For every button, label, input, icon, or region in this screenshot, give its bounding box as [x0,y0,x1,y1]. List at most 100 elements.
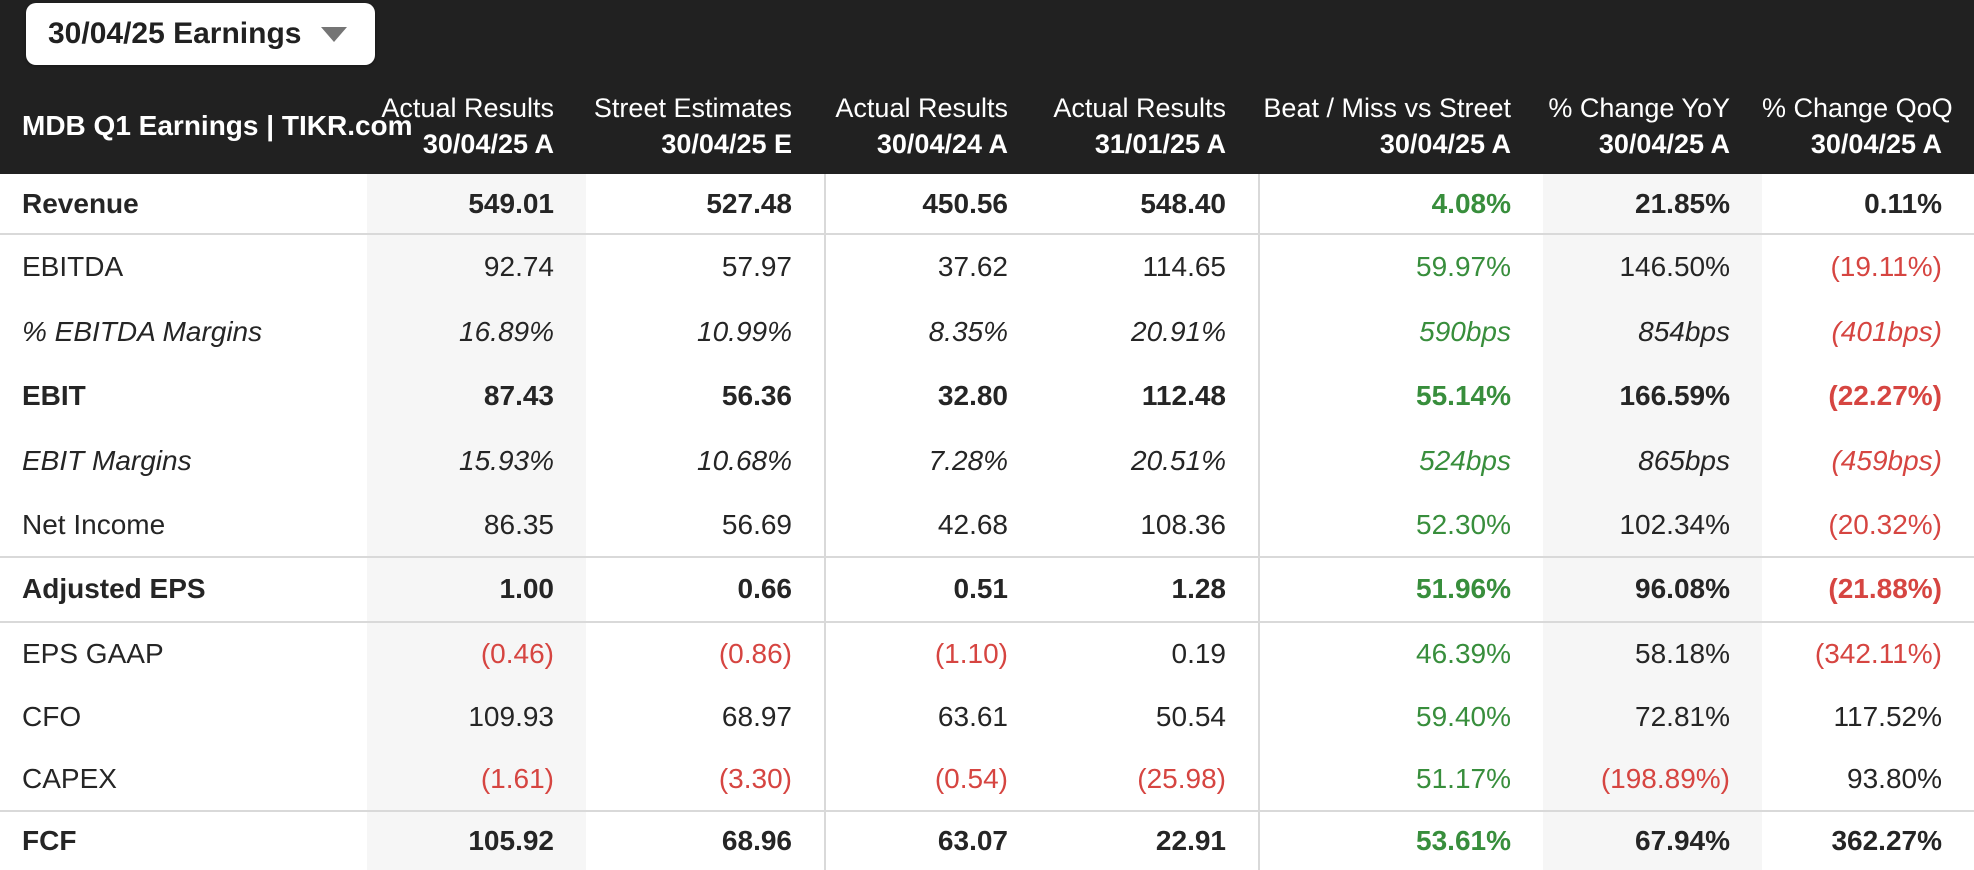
row-label: Adjusted EPS [22,573,206,605]
table-cell: 55.14% [1258,364,1543,429]
column-header-line2: 31/01/25 A [1094,129,1226,159]
table-cell: 108.36 [1140,508,1226,540]
row-label: FCF [22,824,77,856]
row-label: CFO [22,701,82,733]
table-cell: 96.08% [1543,557,1762,621]
column-header-line2: 30/04/25 A [422,129,554,159]
table-cell: (3.30) [718,763,792,795]
table-cell: 10.99% [697,315,792,347]
column-header-line1: Street Estimates [593,93,792,123]
table-cell: 7.28% [824,428,1040,494]
table-cell: 527.48 [706,187,792,219]
chevron-down-icon [321,26,347,42]
table-cell: 46.39% [1258,622,1543,686]
table-cell: 117.52% [1833,701,1942,733]
table-cell: 105.92 [367,811,586,870]
table-cell: (0.86) [718,638,792,670]
table-cell: 450.56 [824,174,1040,233]
table-cell: 112.48 [1141,380,1226,412]
column-header-line1: Actual Results [835,93,1008,123]
table-cell: 16.89% [367,299,586,365]
table-cell: 52.30% [1258,493,1543,556]
column-header-4: Actual Results 31/01/25 A [1040,90,1258,174]
table-cell: 362.27% [1831,824,1942,856]
table-row: EPS GAAP (0.46) (0.86) (1.10) 0.19 46.39% 58.1… [0,622,1974,686]
table-cell: 87.43 [367,364,586,429]
table-cell: 58.18% [1543,622,1762,686]
table-row: Revenue 549.01 527.48 450.56 548.40 4.08% 21.8… [0,174,1974,235]
table-cell: (21.88%) [1828,573,1942,605]
column-header-line2: 30/04/24 A [876,129,1008,159]
table-cell: 59.40% [1258,685,1543,749]
table-row: EBITDA 92.74 57.97 37.62 114.65 59.97% 146.50%… [0,235,1974,300]
table-cell: 92.74 [367,235,586,300]
table-header-bar: 30/04/25 Earnings MDB Q1 Earnings | TIKR… [0,0,1974,174]
table-cell: (1.61) [367,748,586,810]
row-label: EBIT Margins [22,445,192,477]
row-label: EBIT [22,380,86,412]
table-cell: 114.65 [1142,251,1226,283]
table-cell: 93.80% [1847,763,1942,795]
table-cell: 63.61 [824,685,1040,749]
table-cell: 8.35% [824,299,1040,365]
table-cell: 166.59% [1543,364,1762,429]
column-header-line1: % Change QoQ [1762,93,1953,123]
table-cell: 10.68% [697,445,792,477]
row-label: EPS GAAP [22,638,164,670]
column-header-6: % Change YoY 30/04/25 A [1543,90,1762,174]
earnings-period-dropdown[interactable]: 30/04/25 Earnings [26,3,375,65]
table-cell: 109.93 [367,685,586,749]
column-header-row: MDB Q1 Earnings | TIKR.com Actual Result… [0,90,1974,174]
table-cell: 590bps [1258,299,1543,365]
table-cell: (25.98) [1137,763,1226,795]
table-cell: 72.81% [1543,685,1762,749]
table-cell: 56.36 [721,380,792,412]
column-header-line2: 30/04/25 A [1810,129,1942,159]
row-label: CAPEX [22,763,117,795]
table-row: Net Income 86.35 56.69 42.68 108.36 52.30% 102… [0,493,1974,558]
table-row: CFO 109.93 68.97 63.61 50.54 59.40% 72.81% 117.… [0,685,1974,749]
column-header-line1: Actual Results [381,93,554,123]
table-cell: 68.97 [721,701,792,733]
column-header-7: % Change QoQ 30/04/25 A [1762,90,1974,174]
row-label: Net Income [22,508,166,540]
table-row: % EBITDA Margins 16.89% 10.99% 8.35% 20.91% 5… [0,299,1974,365]
table-cell: 20.91% [1131,315,1226,347]
row-label: Revenue [22,187,139,219]
table-cell: 53.61% [1258,811,1543,870]
table-cell: 59.97% [1258,235,1543,300]
table-cell: 56.69 [721,508,792,540]
table-cell: 57.97 [721,251,792,283]
table-cell: (459bps) [1831,445,1942,477]
table-cell: (20.32%) [1828,508,1942,540]
table-row: Adjusted EPS 1.00 0.66 0.51 1.28 51.96% 96.08%… [0,557,1974,623]
column-header-line1: % Change YoY [1548,93,1730,123]
column-header-1: Actual Results 30/04/25 A [367,90,586,174]
table-cell: (401bps) [1831,315,1942,347]
table-row: CAPEX (1.61) (3.30) (0.54) (25.98) 51.17% (198… [0,748,1974,812]
column-header-line1: Actual Results [1053,93,1226,123]
table-cell: (1.10) [824,622,1040,686]
page-title: MDB Q1 Earnings | TIKR.com [22,110,413,141]
table-cell: 32.80 [824,364,1040,429]
table-cell: 0.11% [1864,187,1942,219]
table-cell: 63.07 [824,811,1040,870]
table-cell: 548.40 [1140,187,1226,219]
table-row: EBIT Margins 15.93% 10.68% 7.28% 20.51% 524bp… [0,428,1974,494]
table-cell: 86.35 [367,493,586,556]
table-row: FCF 105.92 68.96 63.07 22.91 53.61% 67.94% 362.… [0,811,1974,870]
table-cell: 865bps [1543,428,1762,494]
earnings-period-label: 30/04/25 Earnings [48,17,302,50]
table-cell: (0.46) [367,622,586,686]
column-header-3: Actual Results 30/04/24 A [824,90,1040,174]
table-cell: 21.85% [1543,174,1762,233]
table-cell: 524bps [1258,428,1543,494]
table-cell: 50.54 [1155,701,1226,733]
column-header-line2: 30/04/25 A [1379,129,1511,159]
column-header-line2: 30/04/25 E [661,129,792,159]
table-cell: 1.00 [367,557,586,621]
column-header-2: Street Estimates 30/04/25 E [586,90,824,174]
table-cell: 42.68 [824,493,1040,556]
table-cell: 549.01 [367,174,586,233]
